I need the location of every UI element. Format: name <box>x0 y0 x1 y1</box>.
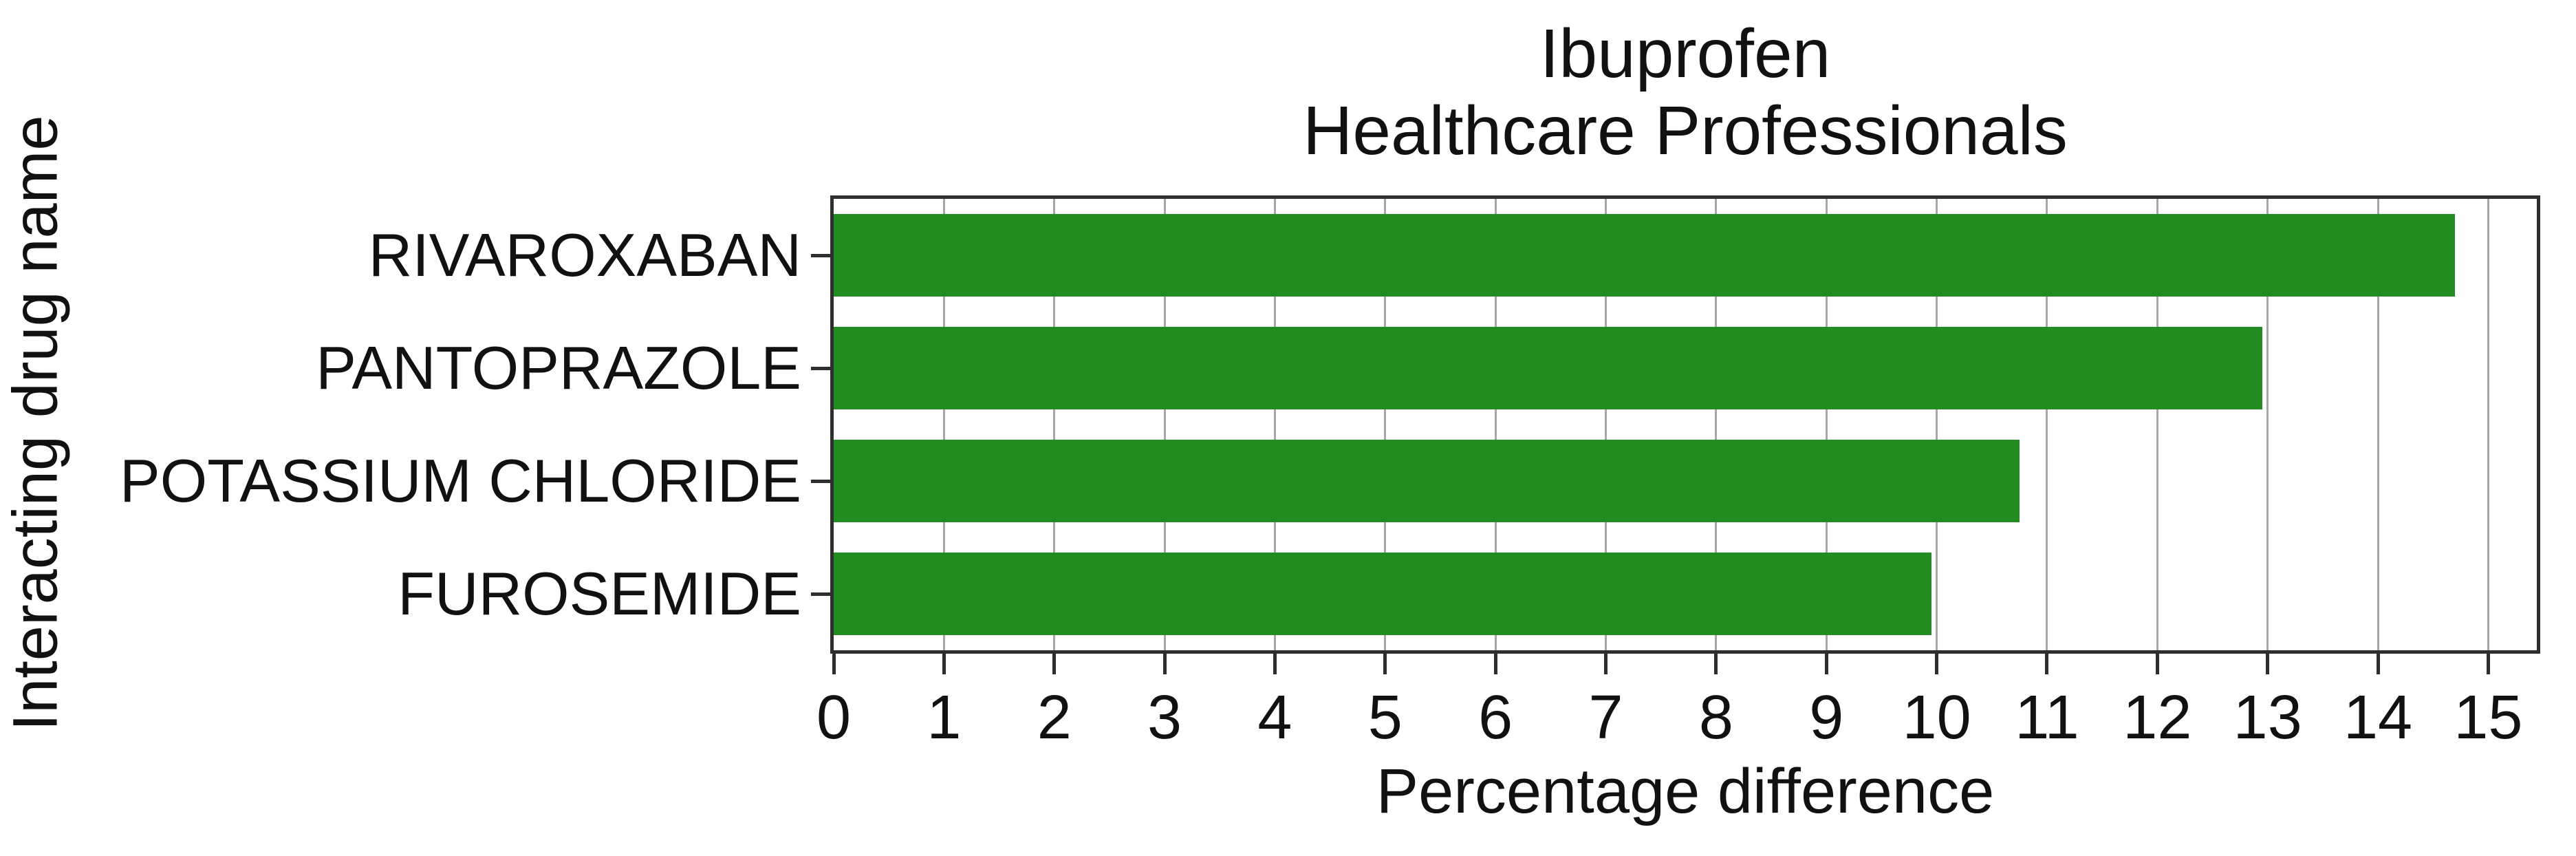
x-tick-mark <box>1935 654 1939 674</box>
y-tick-mark <box>811 366 832 370</box>
category-label: FUROSEMIDE <box>398 559 801 628</box>
gridline <box>1163 199 1166 650</box>
x-tick-label: 9 <box>1809 683 1844 752</box>
x-tick-label: 0 <box>816 683 852 752</box>
x-tick-label: 10 <box>1902 683 1971 752</box>
x-tick-label: 6 <box>1478 683 1513 752</box>
x-tick-mark <box>2155 654 2159 674</box>
x-tick-mark <box>2486 654 2490 674</box>
gridline <box>2156 199 2158 650</box>
chart-title-line-1: Ibuprofen <box>1539 15 1831 92</box>
gridline <box>2377 199 2379 650</box>
category-label: POTASSIUM CHLORIDE <box>120 447 801 515</box>
gridline <box>1936 199 1938 650</box>
category-label: RIVAROXABAN <box>368 221 801 289</box>
gridline <box>1715 199 1718 650</box>
x-tick-mark <box>1714 654 1718 674</box>
x-tick-mark <box>1493 654 1497 674</box>
gridline <box>1384 199 1387 650</box>
x-tick-label: 13 <box>2233 683 2302 752</box>
x-tick-mark <box>832 654 836 674</box>
x-tick-mark <box>2045 654 2049 674</box>
x-tick-label: 12 <box>2123 683 2192 752</box>
gridline <box>942 199 945 650</box>
y-axis-label: Interacting drug name <box>0 115 71 731</box>
chart-title-line-2: Healthcare Professionals <box>1303 92 2068 169</box>
gridline <box>2046 199 2048 650</box>
plot-area <box>830 195 2540 654</box>
gridline <box>2487 199 2489 650</box>
gridline <box>2266 199 2269 650</box>
x-tick-label: 2 <box>1037 683 1072 752</box>
x-tick-mark <box>942 654 946 674</box>
x-tick-label: 8 <box>1698 683 1733 752</box>
gridlines-layer <box>834 199 2537 650</box>
chart-title: Ibuprofen Healthcare Professionals <box>1303 15 2068 169</box>
x-tick-mark <box>1052 654 1057 674</box>
gridline <box>1825 199 1828 650</box>
bar <box>834 214 2456 297</box>
bar <box>834 553 1931 635</box>
x-tick-label: 4 <box>1257 683 1292 752</box>
x-axis-label: Percentage difference <box>1376 756 1995 826</box>
x-tick-mark <box>1162 654 1167 674</box>
bar <box>834 327 2262 409</box>
bar <box>834 440 2020 522</box>
x-tick-label: 7 <box>1588 683 1623 752</box>
x-tick-label: 11 <box>2015 683 2079 752</box>
gridline <box>1605 199 1608 650</box>
gridline <box>1053 199 1056 650</box>
category-label: PANTOPRAZOLE <box>316 334 801 402</box>
x-tick-mark <box>1383 654 1387 674</box>
x-tick-label: 14 <box>2344 683 2413 752</box>
x-tick-label: 5 <box>1367 683 1403 752</box>
y-tick-mark <box>811 479 832 483</box>
x-tick-mark <box>1604 654 1608 674</box>
y-tick-mark <box>811 592 832 596</box>
y-tick-mark <box>811 253 832 257</box>
x-tick-mark <box>2376 654 2380 674</box>
gridline <box>1273 199 1276 650</box>
bars-layer <box>834 199 2537 650</box>
x-tick-label: 15 <box>2454 683 2523 752</box>
gridline <box>1494 199 1497 650</box>
x-tick-label: 3 <box>1147 683 1182 752</box>
x-tick-mark <box>1824 654 1828 674</box>
x-tick-mark <box>1273 654 1277 674</box>
x-tick-label: 1 <box>927 683 962 752</box>
x-tick-mark <box>2266 654 2270 674</box>
